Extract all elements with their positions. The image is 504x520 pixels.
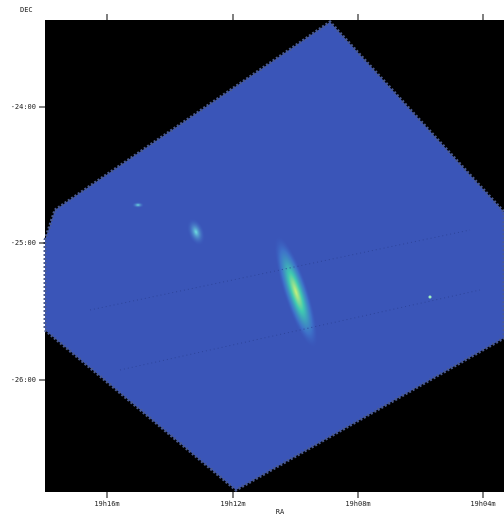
y-tick-label: -26:00 — [11, 376, 36, 384]
y-axis-label: DEC — [20, 6, 33, 14]
x-tick-label: 19h04m — [470, 500, 495, 508]
page: {"plot": {"y_axis_label": "DEC", "x_axis… — [0, 0, 504, 516]
x-tick-label: 19h16m — [94, 500, 119, 508]
y-tick-label: -24:00 — [11, 103, 36, 111]
x-axis-label: RA — [276, 508, 285, 516]
y-tick-label: -25:00 — [11, 239, 36, 247]
sky-map: DEC RA 19h16m 19h12m 19h08m 19h04m -24:0… — [0, 0, 504, 516]
faint-source — [132, 202, 144, 208]
point-source — [429, 296, 432, 299]
x-tick-label: 19h08m — [345, 500, 370, 508]
x-tick-label: 19h12m — [220, 500, 245, 508]
